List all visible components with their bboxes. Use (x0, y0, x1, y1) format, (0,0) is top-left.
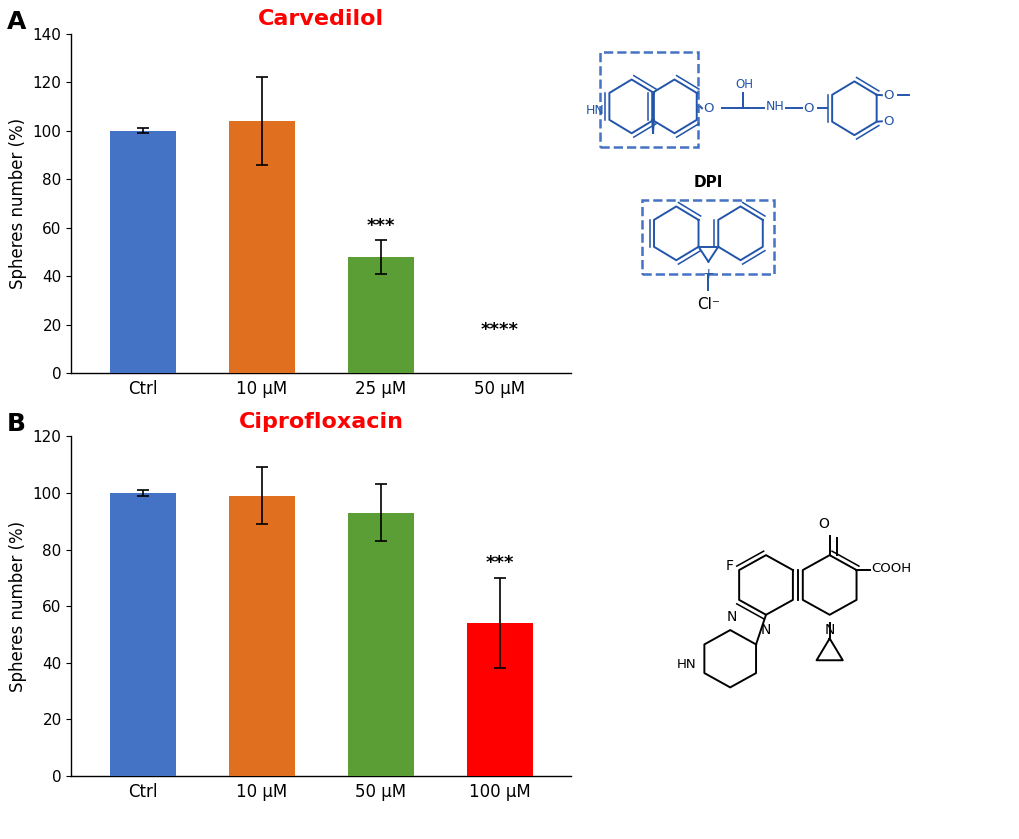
Text: N: N (760, 623, 770, 637)
Bar (229, 121, 294, 373)
Y-axis label: Spheres number (%): Spheres number (%) (9, 521, 28, 691)
Bar (347, 257, 413, 373)
Text: ***: *** (366, 217, 394, 235)
Text: +: + (702, 268, 713, 281)
Y-axis label: Spheres number (%): Spheres number (%) (9, 118, 28, 289)
Text: HN: HN (585, 104, 603, 117)
Text: O: O (703, 102, 713, 115)
Text: O: O (882, 115, 893, 128)
Text: COOH: COOH (871, 561, 911, 575)
Text: F: F (725, 560, 733, 573)
Title: Carvedilol: Carvedilol (258, 9, 384, 29)
Text: Cl⁻: Cl⁻ (696, 297, 719, 312)
Text: A: A (6, 10, 25, 34)
Bar (229, 496, 294, 776)
Text: NH: NH (765, 100, 785, 113)
Text: N: N (727, 610, 737, 624)
Text: ***: *** (485, 555, 514, 572)
Bar (110, 131, 175, 373)
Text: O: O (802, 102, 813, 115)
Text: B: B (6, 413, 25, 436)
Text: DPI: DPI (693, 175, 722, 190)
Text: ****: **** (480, 321, 519, 339)
Text: OH: OH (735, 79, 753, 91)
Bar (467, 623, 532, 776)
Text: O: O (817, 518, 828, 531)
Text: N: N (823, 623, 834, 637)
Text: O: O (882, 89, 893, 102)
Text: HN: HN (677, 658, 696, 671)
Title: Ciprofloxacin: Ciprofloxacin (238, 412, 404, 432)
Bar (347, 513, 413, 776)
Bar (110, 492, 175, 776)
